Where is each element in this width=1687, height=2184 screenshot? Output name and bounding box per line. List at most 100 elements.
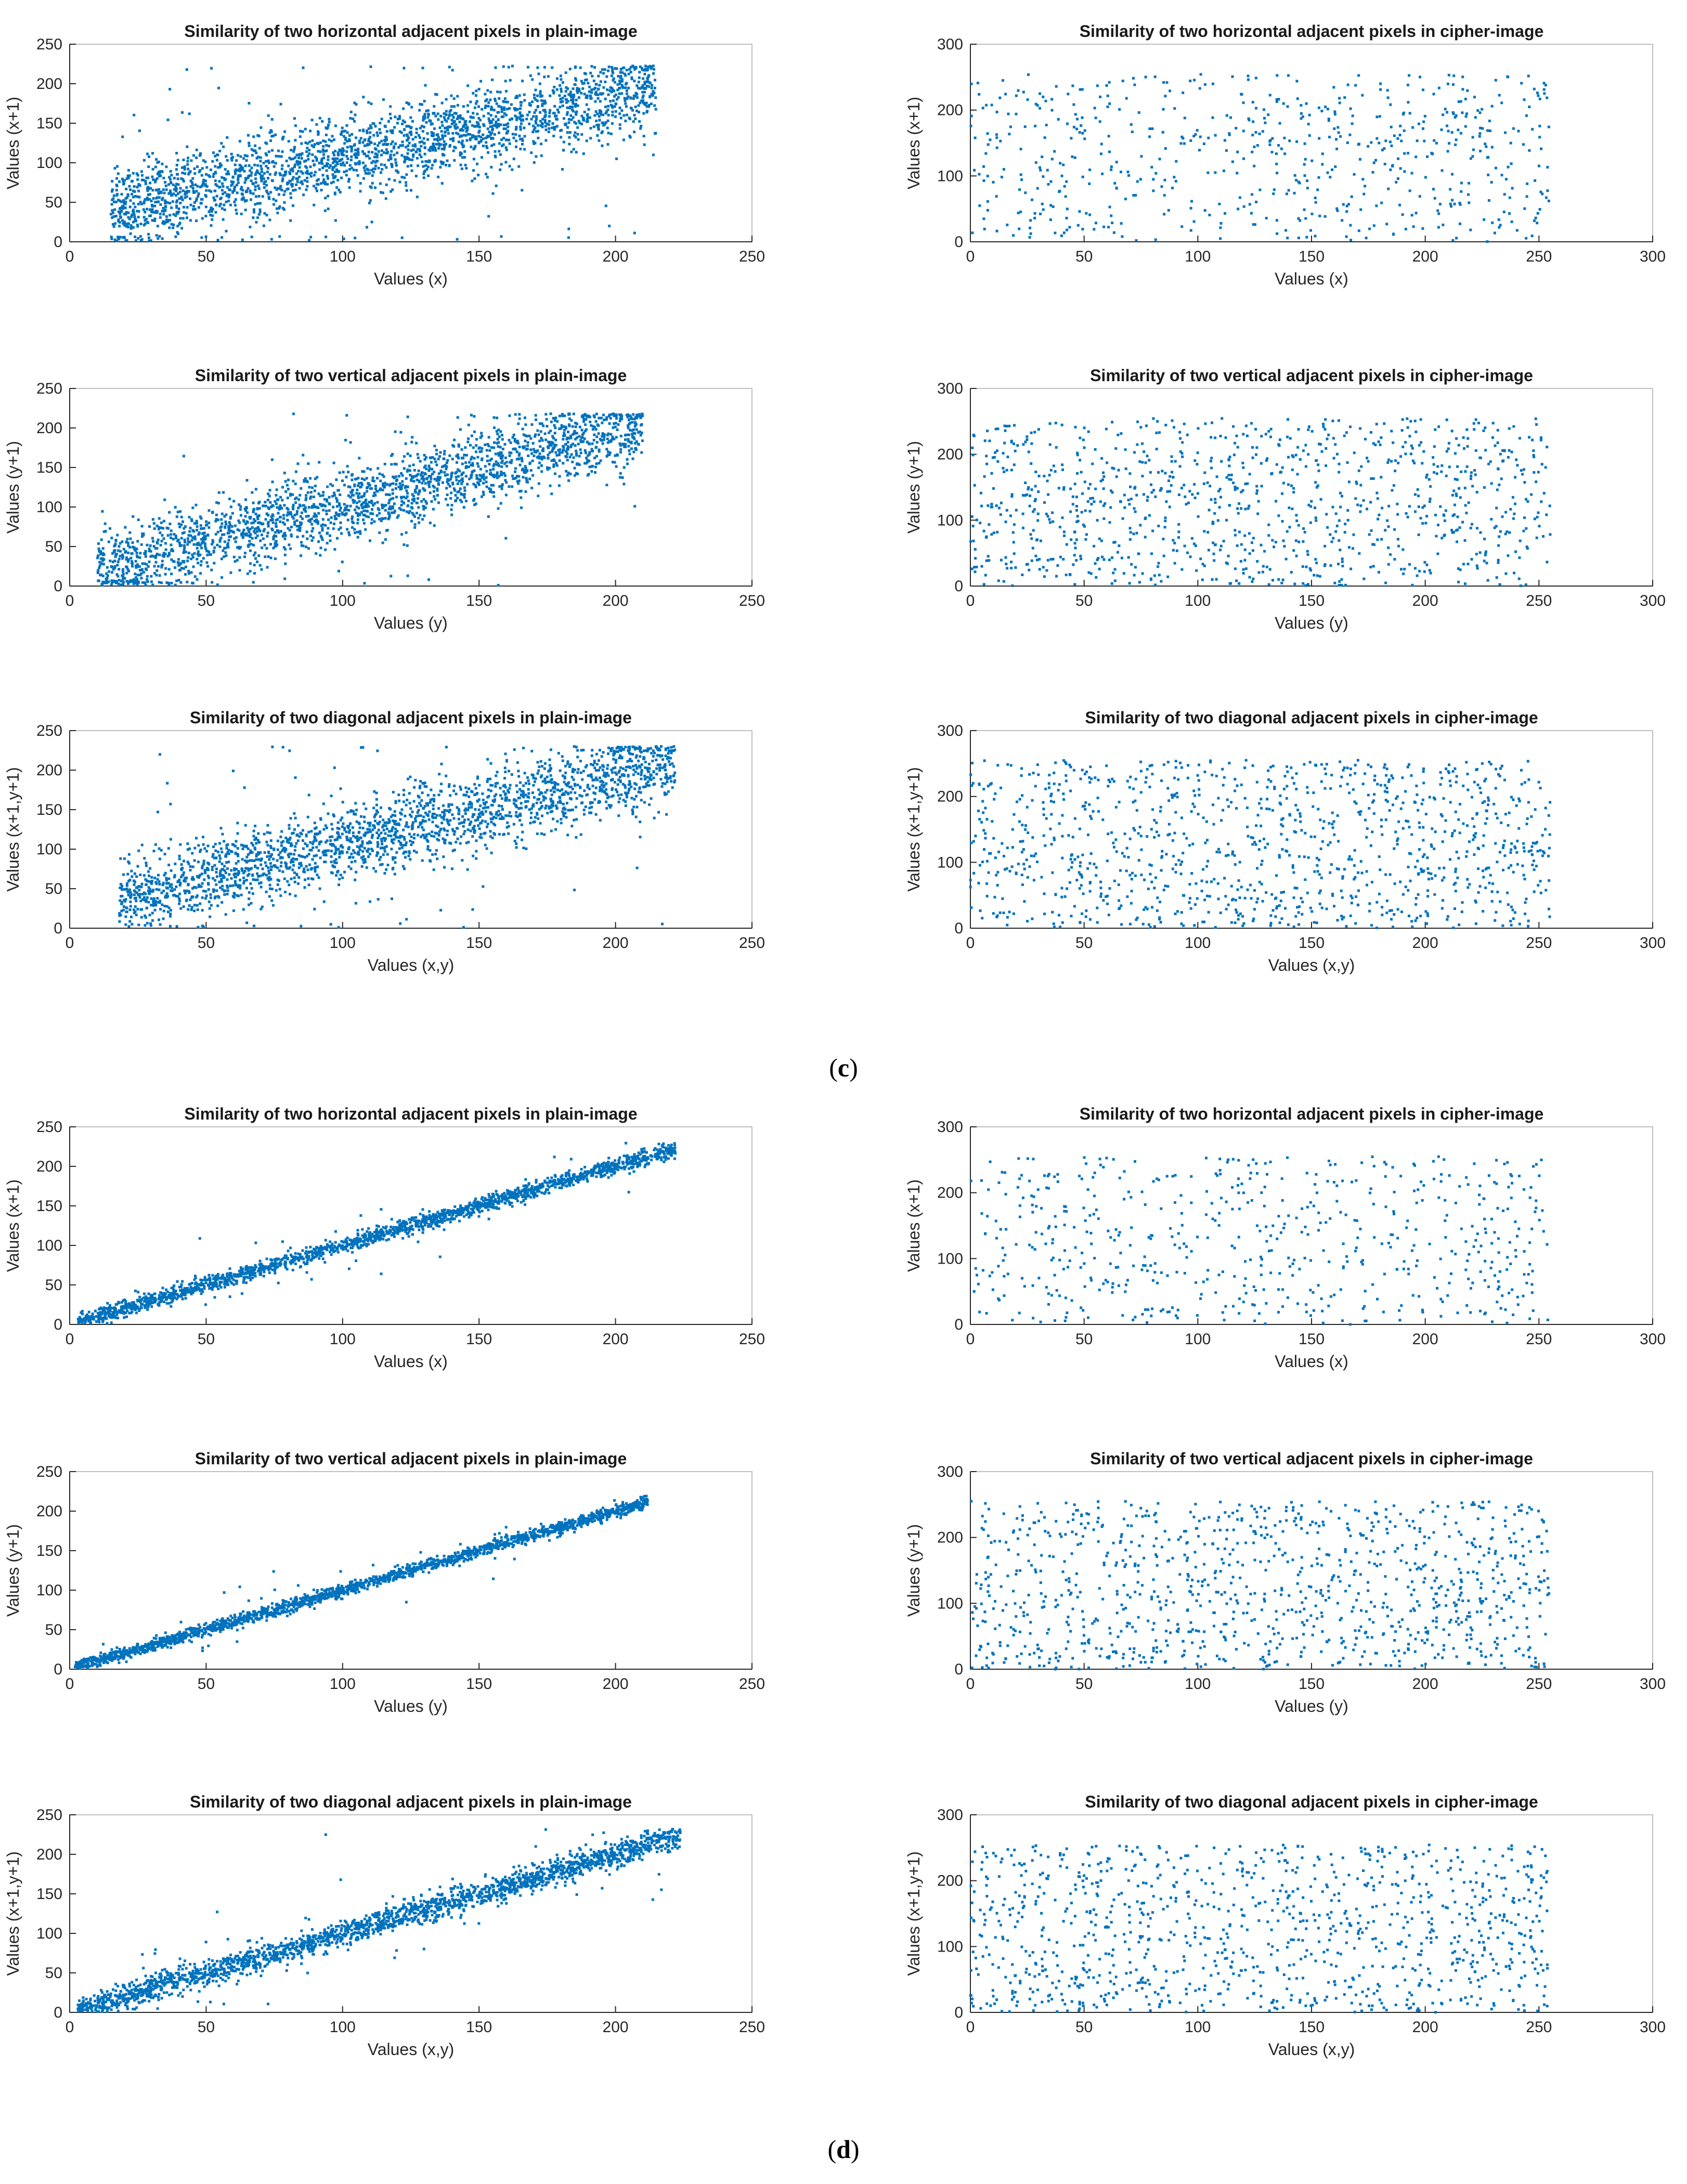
scatter-point	[431, 134, 434, 137]
scatter-point	[371, 476, 374, 479]
scatter-point	[195, 519, 198, 523]
scatter-point	[237, 181, 240, 184]
scatter-point	[194, 183, 197, 186]
scatter-point	[280, 167, 283, 171]
scatter-point	[443, 146, 446, 149]
scatter-point	[513, 107, 516, 110]
scatter-point	[1538, 208, 1541, 211]
scatter-point	[1398, 134, 1401, 137]
scatter-point	[351, 478, 354, 482]
scatter-point	[330, 516, 333, 519]
scatter-point	[633, 425, 637, 428]
scatter-point	[534, 414, 537, 417]
scatter-point	[493, 426, 496, 429]
scatter-point	[417, 469, 420, 472]
scatter-point	[201, 217, 204, 220]
scatter-point	[357, 482, 360, 485]
scatter-point	[266, 535, 269, 538]
scatter-point	[1180, 135, 1184, 138]
scatter-point	[236, 558, 239, 562]
scatter-point	[122, 581, 125, 584]
scatter-point	[482, 473, 485, 476]
scatter-point	[293, 148, 296, 151]
scatter-point	[1237, 207, 1240, 211]
scatter-point	[464, 446, 467, 449]
scatter-point	[486, 454, 489, 458]
scatter-point	[1251, 150, 1254, 153]
scatter-point	[417, 497, 420, 500]
scatter-point	[556, 108, 559, 111]
scatter-point	[561, 97, 564, 100]
scatter-point	[360, 483, 364, 486]
scatter-point	[561, 451, 564, 454]
scatter-point	[423, 170, 426, 173]
scatter-point	[259, 164, 263, 167]
scatter-point	[537, 129, 539, 133]
scatter-point	[460, 478, 463, 482]
scatter-point	[266, 171, 269, 174]
scatter-point	[1100, 142, 1103, 146]
scatter-point	[560, 78, 563, 81]
scatter-point	[1009, 125, 1012, 128]
scatter-point	[1024, 191, 1027, 194]
scatter-point	[306, 172, 309, 175]
scatter-point	[634, 421, 637, 424]
scatter-point	[531, 78, 534, 81]
scatter-point	[1198, 87, 1201, 90]
scatter-point	[1068, 226, 1071, 229]
scatter-point	[240, 188, 243, 191]
scatter-point	[1444, 108, 1447, 111]
scatter-point	[1015, 112, 1018, 115]
scatter-point	[570, 94, 574, 97]
scatter-point	[435, 463, 438, 466]
scatter-point	[293, 514, 296, 516]
scatter-point	[612, 426, 615, 429]
y-tick-label: 200	[937, 102, 963, 119]
scatter-point	[583, 79, 587, 82]
scatter-point	[1490, 105, 1494, 108]
scatter-point	[171, 200, 174, 203]
scatter-point	[461, 156, 464, 159]
scatter-point	[633, 418, 636, 421]
scatter-point	[466, 104, 469, 107]
scatter-point	[519, 125, 522, 128]
scatter-point	[185, 68, 188, 71]
scatter-point	[571, 106, 574, 109]
scatter-point	[404, 121, 406, 124]
scatter-point	[1088, 168, 1092, 172]
scatter-point	[566, 131, 569, 134]
scatter-point	[343, 142, 346, 145]
scatter-point	[211, 218, 214, 221]
scatter-point	[241, 238, 244, 241]
scatter-point	[1223, 170, 1225, 172]
scatter-point	[403, 176, 406, 179]
scatter-point	[420, 472, 423, 475]
scatter-point	[423, 152, 426, 155]
scatter-point	[548, 451, 551, 454]
scatter-point	[162, 552, 165, 555]
scatter-point	[482, 493, 485, 496]
scatter-point	[230, 529, 232, 532]
scatter-point	[477, 465, 480, 468]
scatter-point	[397, 146, 400, 149]
scatter-point	[248, 102, 251, 105]
scatter-point	[450, 122, 453, 125]
scatter-point	[239, 174, 242, 177]
scatter-point	[210, 168, 212, 172]
scatter-point	[205, 550, 209, 552]
scatter-point	[427, 480, 430, 484]
scatter-point	[472, 92, 475, 95]
y-tick-label: 0	[54, 233, 62, 251]
scatter-point	[427, 578, 430, 581]
scatter-point	[301, 511, 303, 514]
scatter-point	[249, 169, 252, 172]
scatter-point	[488, 122, 491, 125]
scatter-point	[451, 69, 454, 72]
scatter-point	[438, 455, 442, 458]
scatter-point	[1064, 195, 1067, 198]
scatter-point	[1254, 76, 1257, 80]
scatter-point	[560, 424, 563, 427]
scatter-point	[226, 170, 229, 173]
scatter-point	[113, 208, 116, 211]
scatter-point	[454, 146, 457, 149]
